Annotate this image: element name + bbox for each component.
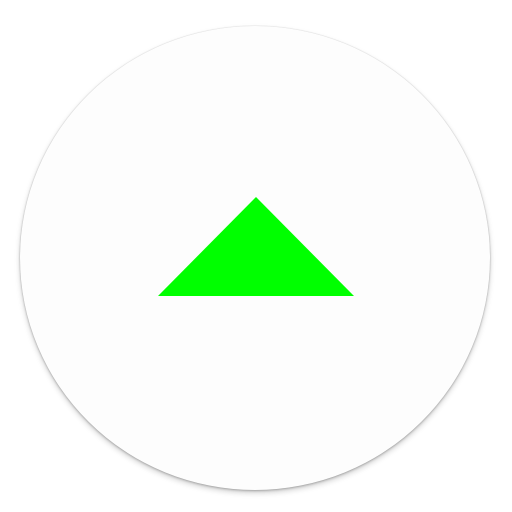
button-label: [20, 26, 21, 27]
triangle-shape: [158, 197, 354, 296]
triangle-up-icon: [158, 197, 354, 296]
